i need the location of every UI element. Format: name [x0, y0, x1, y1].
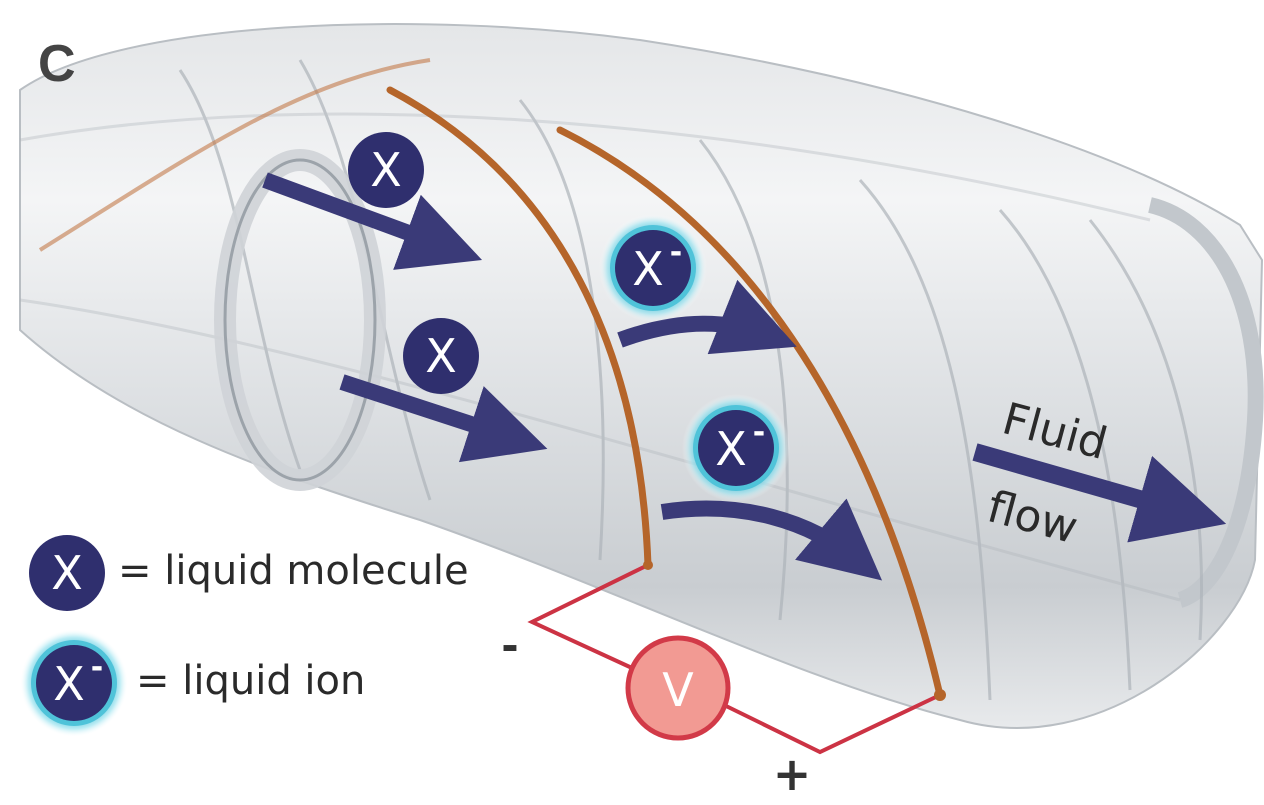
ion-particle-1: X - [599, 214, 707, 322]
svg-text:X: X [370, 143, 402, 197]
negative-terminal: - [501, 621, 518, 670]
molecule-arrow-upper [262, 172, 483, 270]
fluid-flow-arrow [972, 443, 1227, 543]
voltmeter: V [625, 635, 731, 741]
ion-arrow-lower [660, 498, 883, 581]
svg-text:X: X [425, 329, 457, 383]
svg-text:X: X [53, 657, 85, 711]
ion-arrow-upper [617, 279, 797, 355]
ion-particle-2: X - [682, 394, 790, 502]
svg-text:X: X [51, 546, 83, 600]
svg-text:-: - [91, 650, 103, 685]
svg-text:-: - [753, 415, 765, 450]
legend-molecule-text: = liquid molecule [118, 548, 469, 594]
positive-terminal: + [773, 747, 812, 801]
tube-end-rim [1147, 197, 1264, 608]
copper-electrode-2 [556, 126, 944, 699]
circuit: V - + [501, 560, 946, 801]
svg-text:X: X [632, 242, 664, 296]
molecule-arrow-lower [339, 374, 548, 463]
copper-electrode-1 [386, 86, 652, 569]
molecule-particle-2: X [403, 318, 479, 394]
copper-stripe [38, 58, 431, 252]
legend-ion-text: = liquid ion [136, 658, 366, 704]
legend-molecule-icon: X [29, 535, 105, 611]
legend-ion-icon: X - [20, 629, 128, 737]
svg-text:X: X [715, 422, 747, 476]
svg-text:V: V [662, 663, 694, 717]
panel-label: C [38, 35, 76, 93]
circuit-wire [527, 563, 649, 670]
svg-text:-: - [670, 235, 682, 270]
molecule-particle-1: X [348, 132, 424, 208]
